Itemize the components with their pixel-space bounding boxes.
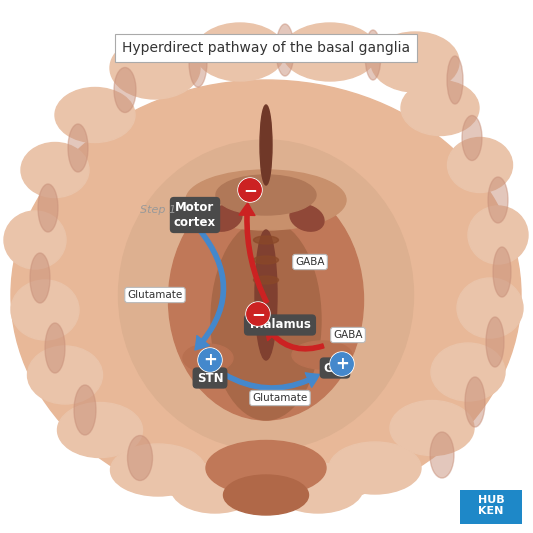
FancyArrowPatch shape [195,229,225,350]
Ellipse shape [273,463,363,513]
Circle shape [238,178,262,202]
Ellipse shape [457,278,523,338]
Circle shape [198,348,222,372]
Ellipse shape [465,377,485,427]
Ellipse shape [282,23,377,81]
Ellipse shape [430,432,454,478]
Ellipse shape [45,323,65,373]
Ellipse shape [254,236,279,244]
Text: +: + [203,351,217,369]
Circle shape [246,302,270,326]
Ellipse shape [447,56,463,104]
Circle shape [330,352,354,376]
Text: Motor
cortex: Motor cortex [174,201,216,229]
Circle shape [331,353,353,375]
Ellipse shape [390,400,474,456]
Text: +: + [335,355,349,373]
Ellipse shape [186,170,346,230]
Ellipse shape [68,124,88,172]
Ellipse shape [189,37,207,87]
Ellipse shape [260,105,272,185]
Text: Step 1: Step 1 [140,205,176,215]
Circle shape [199,349,221,371]
FancyArrowPatch shape [239,203,269,303]
Ellipse shape [208,205,242,231]
Ellipse shape [254,276,279,284]
Circle shape [247,303,269,325]
Ellipse shape [223,475,309,515]
Circle shape [247,303,269,325]
Ellipse shape [462,116,482,160]
Ellipse shape [11,280,79,340]
Circle shape [331,353,353,375]
Ellipse shape [216,175,316,215]
Ellipse shape [28,346,102,404]
Ellipse shape [114,68,136,112]
FancyBboxPatch shape [460,490,522,524]
Ellipse shape [21,142,89,198]
Ellipse shape [30,253,50,303]
Ellipse shape [195,23,285,81]
Ellipse shape [371,32,459,92]
Ellipse shape [118,140,414,450]
Circle shape [199,349,221,371]
Ellipse shape [365,30,381,80]
Ellipse shape [110,444,206,496]
Text: GABA: GABA [295,257,325,267]
Text: Glutamate: Glutamate [127,290,183,300]
Text: −: − [251,305,265,323]
Circle shape [239,179,261,201]
Ellipse shape [206,440,326,496]
Ellipse shape [329,442,421,494]
Text: STN: STN [197,372,223,384]
Ellipse shape [431,343,505,401]
Ellipse shape [276,24,294,76]
Ellipse shape [4,211,66,269]
Ellipse shape [55,87,135,142]
Ellipse shape [11,80,521,510]
FancyArrowPatch shape [265,325,324,351]
Text: Thalamus: Thalamus [248,319,312,332]
Ellipse shape [183,344,233,372]
Text: GABA: GABA [333,330,363,340]
Ellipse shape [448,138,513,192]
Ellipse shape [110,37,200,99]
Ellipse shape [58,402,142,457]
Ellipse shape [38,184,58,232]
Ellipse shape [486,317,504,367]
Ellipse shape [292,341,352,369]
Ellipse shape [171,463,259,513]
Ellipse shape [290,205,324,231]
Ellipse shape [211,220,321,420]
Ellipse shape [488,177,508,223]
Text: KEN: KEN [478,506,504,516]
FancyArrowPatch shape [223,373,320,390]
Ellipse shape [74,385,96,435]
Ellipse shape [493,247,511,297]
Ellipse shape [468,206,528,264]
Text: GPi: GPi [324,361,346,375]
Ellipse shape [401,80,479,135]
Text: −: − [243,181,257,199]
Text: Hyperdirect pathway of the basal ganglia: Hyperdirect pathway of the basal ganglia [122,41,410,55]
Text: HUB: HUB [478,495,504,505]
Circle shape [239,179,261,201]
Ellipse shape [255,230,277,360]
Ellipse shape [127,435,152,481]
Ellipse shape [168,180,364,420]
Text: Glutamate: Glutamate [252,393,308,403]
Ellipse shape [254,256,279,264]
